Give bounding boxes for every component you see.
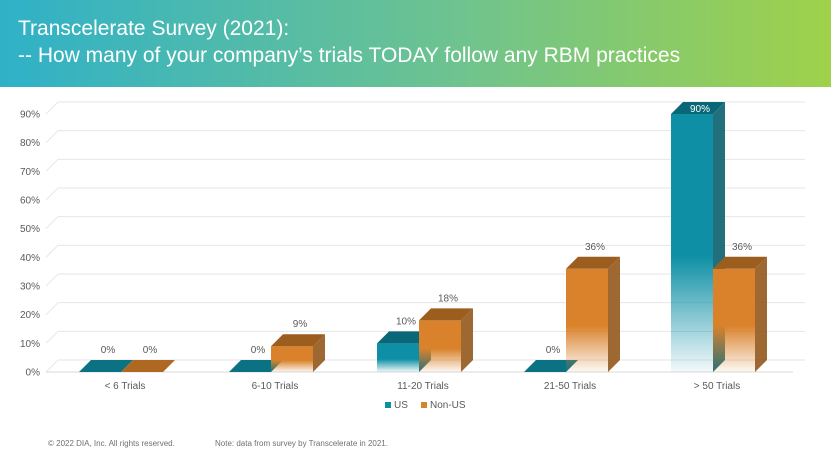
gridline-side: [45, 101, 59, 115]
gridline-side: [45, 130, 59, 144]
bar-non-us-top: [419, 308, 473, 321]
x-tick-label: < 6 Trials: [105, 381, 146, 392]
copyright-text: © 2022 DIA, Inc. All rights reserved.: [48, 439, 175, 448]
page-title: Transcelerate Survey (2021):: [18, 17, 290, 40]
y-tick-label: 0%: [26, 368, 41, 379]
page-subtitle: -- How many of your company’s trials TOD…: [18, 44, 681, 67]
bar-non-us-top: [566, 256, 620, 269]
y-tick-label: 90%: [20, 110, 40, 121]
source-note: Note: data from survey by Transcelerate …: [215, 439, 388, 448]
y-tick-label: 10%: [20, 339, 40, 350]
header-banner: Transcelerate Survey (2021): -- How many…: [0, 0, 831, 87]
gridline-side: [45, 359, 59, 373]
data-label: 90%: [690, 104, 710, 115]
bar-non-us-top: [271, 334, 325, 347]
legend-label-non-us: Non-US: [430, 400, 466, 411]
data-label: 0%: [251, 345, 266, 356]
bar-us-top: [377, 331, 431, 344]
y-tick-label: 80%: [20, 138, 40, 149]
x-tick-label: 21-50 Trials: [544, 381, 596, 392]
bar-us-front: [377, 343, 419, 372]
bar-non-us-side: [755, 256, 767, 372]
bar-chart: 0% 10% 20% 30% 40% 50% 60% 70% 80% 90% 0% 0% < 6 Tri…: [20, 101, 805, 411]
y-tick-label: 20%: [20, 310, 40, 321]
bar-non-us-top: [713, 256, 767, 269]
data-label: 9%: [293, 319, 308, 330]
data-label: 0%: [143, 345, 158, 356]
legend-swatch-us: [385, 402, 391, 408]
bar-non-us-front: [566, 268, 608, 372]
gridline-side: [45, 244, 59, 258]
gridline-side: [45, 302, 59, 316]
gridline-side: [45, 216, 59, 230]
bar-us-top: [671, 102, 725, 114]
y-tick-label: 50%: [20, 224, 40, 235]
legend-swatch-non-us: [421, 402, 427, 408]
data-label: 0%: [546, 345, 561, 356]
gridline-side: [45, 273, 59, 287]
data-label: 36%: [732, 242, 752, 253]
legend-label-us: US: [394, 400, 408, 411]
gridline-side: [45, 330, 59, 344]
x-tick-label: 11-20 Trials: [397, 381, 449, 392]
x-tick-label: > 50 Trials: [694, 381, 740, 392]
data-label: 10%: [396, 316, 416, 327]
bar-us-front: [671, 114, 713, 372]
gridline-side: [45, 187, 59, 201]
bar-non-us-side: [461, 308, 473, 372]
data-label: 18%: [438, 293, 458, 304]
bar-us-top: [524, 360, 578, 372]
bar-non-us-front: [271, 346, 313, 372]
bar-non-us-side: [608, 256, 620, 372]
data-label: 0%: [101, 345, 116, 356]
x-tick-label: 6-10 Trials: [252, 381, 299, 392]
bar-non-us-side: [313, 334, 325, 372]
bar-non-us-front: [419, 320, 461, 372]
y-tick-label: 30%: [20, 282, 40, 293]
y-tick-label: 70%: [20, 167, 40, 178]
bar-us-top: [79, 360, 133, 372]
y-tick-label: 60%: [20, 196, 40, 207]
y-tick-label: 40%: [20, 253, 40, 264]
bar-non-us-front: [713, 268, 755, 372]
bar-us-top: [229, 360, 283, 372]
data-label: 36%: [585, 242, 605, 253]
gridline-side: [45, 158, 59, 172]
bar-non-us-top: [121, 360, 175, 372]
